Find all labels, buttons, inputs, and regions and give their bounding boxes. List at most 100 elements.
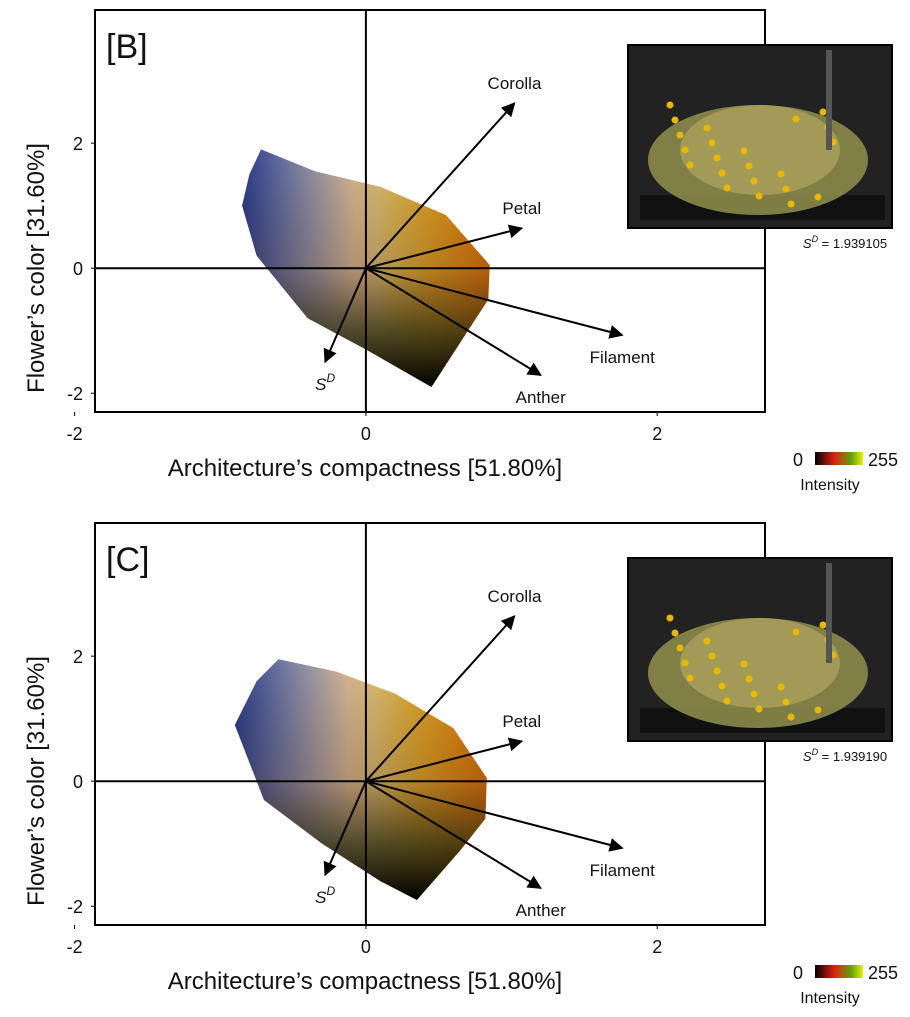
vector-label: Anther xyxy=(516,388,566,407)
inset-symbol: S xyxy=(803,236,812,251)
vector-name: Petal xyxy=(502,199,541,218)
vector-name: Anther xyxy=(516,901,566,920)
inset-flower xyxy=(815,707,822,714)
vector-superscript: D xyxy=(326,884,335,898)
y-tick-label: -2 xyxy=(67,384,83,404)
inset-flower xyxy=(788,714,795,721)
vector-label: Filament xyxy=(590,348,655,367)
inset-flower xyxy=(672,117,679,124)
inset-flower xyxy=(709,140,716,147)
x-tick-label: -2 xyxy=(67,937,83,957)
colorbar-tick-label: 0 xyxy=(793,963,803,983)
x-tick-label: 0 xyxy=(361,424,371,444)
inset-value: = 1.939105 xyxy=(818,236,887,251)
inset-caption: SD = 1.939190 xyxy=(803,747,887,764)
inset-flower xyxy=(724,185,731,192)
y-axis-label: Flower’s color [31.60%] xyxy=(23,656,50,906)
colorbar-tick-label: 255 xyxy=(868,450,898,470)
inset-flower xyxy=(672,630,679,637)
x-tick-label: -2 xyxy=(67,424,83,444)
x-tick-label: 2 xyxy=(652,424,662,444)
x-axis-label: Architecture’s compactness [51.80%] xyxy=(168,455,562,482)
y-tick-label: 2 xyxy=(73,647,83,667)
inset-flower xyxy=(788,201,795,208)
inset-flower xyxy=(751,178,758,185)
inset-flower xyxy=(724,698,731,705)
vector-label: SD xyxy=(315,371,335,394)
inset-flower xyxy=(704,638,711,645)
vector-label: Filament xyxy=(590,861,655,880)
vector-label: Petal xyxy=(502,712,541,731)
colorbar-tick-label: 0 xyxy=(793,450,803,470)
inset-ruler xyxy=(826,50,832,150)
inset-flower xyxy=(719,170,726,177)
inset-flower xyxy=(778,684,785,691)
inset-flower xyxy=(667,615,674,622)
colorbar xyxy=(815,965,863,978)
colorbar-label: Intensity xyxy=(800,990,860,1007)
vector-label: Anther xyxy=(516,901,566,920)
inset-flower xyxy=(783,186,790,193)
vector-name: Anther xyxy=(516,388,566,407)
inset-flower xyxy=(751,691,758,698)
inset-flower xyxy=(667,102,674,109)
vector-label: Corolla xyxy=(488,587,542,606)
vector-superscript: D xyxy=(326,371,335,385)
y-tick-label: 2 xyxy=(73,134,83,154)
y-tick-label: 0 xyxy=(73,772,83,792)
vector-label: Petal xyxy=(502,199,541,218)
inset-flower xyxy=(815,194,822,201)
colorbar-label: Intensity xyxy=(800,477,860,494)
inset-flower xyxy=(687,675,694,682)
x-axis-label: Architecture’s compactness [51.80%] xyxy=(168,968,562,995)
vector-name: Filament xyxy=(590,861,655,880)
colorbar-tick-label: 255 xyxy=(868,963,898,983)
inset-flower xyxy=(820,109,827,116)
vector-label: Corolla xyxy=(488,74,542,93)
inset-flower xyxy=(714,155,721,162)
inset-symbol: S xyxy=(803,749,812,764)
inset-flower xyxy=(677,645,684,652)
inset-flower xyxy=(778,171,785,178)
chart-panel: -2 0 2 -2 0 2 Architecture’s compactness [51.8… xyxy=(23,523,898,1007)
panel-label: [C] xyxy=(106,541,149,579)
vector-name: S xyxy=(315,375,327,394)
inset-flower xyxy=(783,699,790,706)
vector-name: Corolla xyxy=(488,587,542,606)
chart-panel: -2 0 2 -2 0 2 Architecture’s compactness [51.8… xyxy=(23,10,898,494)
vector-name: S xyxy=(315,888,327,907)
inset-flower xyxy=(820,622,827,629)
inset-flower xyxy=(704,125,711,132)
inset-flower xyxy=(756,706,763,713)
colorbar xyxy=(815,452,863,465)
inset-ruler xyxy=(826,563,832,663)
inset-value: = 1.939190 xyxy=(818,749,887,764)
point-cloud-shading xyxy=(235,659,487,900)
inset-flower xyxy=(709,653,716,660)
y-axis-label: Flower’s color [31.60%] xyxy=(23,143,50,393)
inset-flower xyxy=(677,132,684,139)
inset-flower xyxy=(746,163,753,170)
x-tick-label: 2 xyxy=(652,937,662,957)
inset-caption: SD = 1.939105 xyxy=(803,234,887,251)
inset-flower xyxy=(793,629,800,636)
inset-flower xyxy=(714,668,721,675)
vector-name: Petal xyxy=(502,712,541,731)
y-tick-label: 0 xyxy=(73,259,83,279)
chart: -2 0 2 -2 0 2 Architecture’s compactness [51.8… xyxy=(0,0,910,1012)
inset-flower xyxy=(746,676,753,683)
inset-plant xyxy=(680,618,840,708)
panel-label: [B] xyxy=(106,28,148,66)
inset-flower xyxy=(719,683,726,690)
inset-flower xyxy=(756,193,763,200)
vector-name: Filament xyxy=(590,348,655,367)
y-tick-label: -2 xyxy=(67,897,83,917)
x-tick-label: 0 xyxy=(361,937,371,957)
inset-flower xyxy=(741,148,748,155)
inset-flower xyxy=(741,661,748,668)
inset-flower xyxy=(793,116,800,123)
inset-flower xyxy=(682,660,689,667)
vector-name: Corolla xyxy=(488,74,542,93)
vector-label: SD xyxy=(315,884,335,907)
inset-flower xyxy=(682,147,689,154)
